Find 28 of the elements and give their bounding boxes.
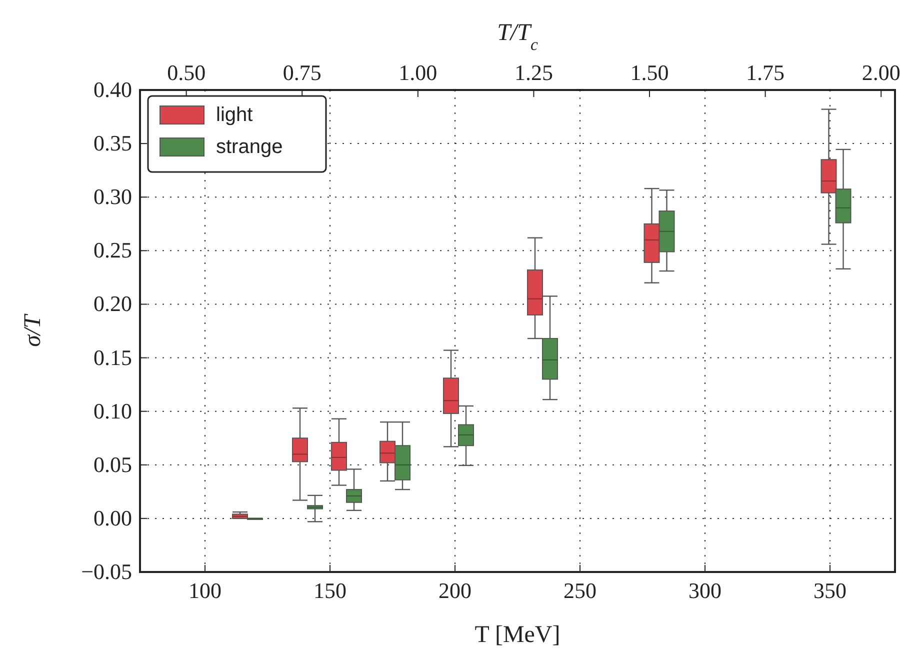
- x2-tick-label: 1.25: [514, 60, 553, 85]
- x-tick-label: 100: [188, 578, 222, 603]
- y-tick-label: 0.15: [94, 344, 132, 370]
- y-tick-label: 0.05: [94, 452, 132, 477]
- x2-tick-label: 2.00: [862, 60, 900, 85]
- y-tick-label: 0.20: [94, 291, 132, 316]
- y-tick-label: −0.05: [81, 559, 132, 584]
- x-tick-label: 300: [688, 578, 722, 603]
- x2-axis-title: T/T$_{c}$: [497, 20, 538, 54]
- x-tick-label: 150: [314, 578, 346, 603]
- y-tick-label: 0.30: [94, 184, 132, 210]
- x-axis-title: T [MeV]: [474, 622, 560, 648]
- y-axis-title: σ/T: [20, 313, 46, 347]
- y-tick-label: 0.10: [94, 398, 132, 424]
- y-tick-label: 0.35: [94, 130, 132, 156]
- x2-tick-label: 1.75: [746, 60, 785, 85]
- x-tick-label: 350: [814, 578, 846, 603]
- legend-label: strange: [216, 136, 283, 158]
- y-tick-label: 0.25: [94, 238, 132, 263]
- x-tick-label: 200: [438, 578, 472, 603]
- x2-tick-label: 0.50: [167, 60, 206, 85]
- x2-tick-label: 1.00: [398, 60, 438, 85]
- x2-tick-label: 1.50: [630, 60, 669, 85]
- legend-label: light: [216, 104, 254, 126]
- y-tick-label: 0.40: [94, 77, 132, 102]
- x2-tick-label: 0.75: [282, 60, 322, 85]
- y-tick-label: 0.00: [94, 505, 132, 530]
- x-tick-label: 250: [564, 578, 596, 603]
